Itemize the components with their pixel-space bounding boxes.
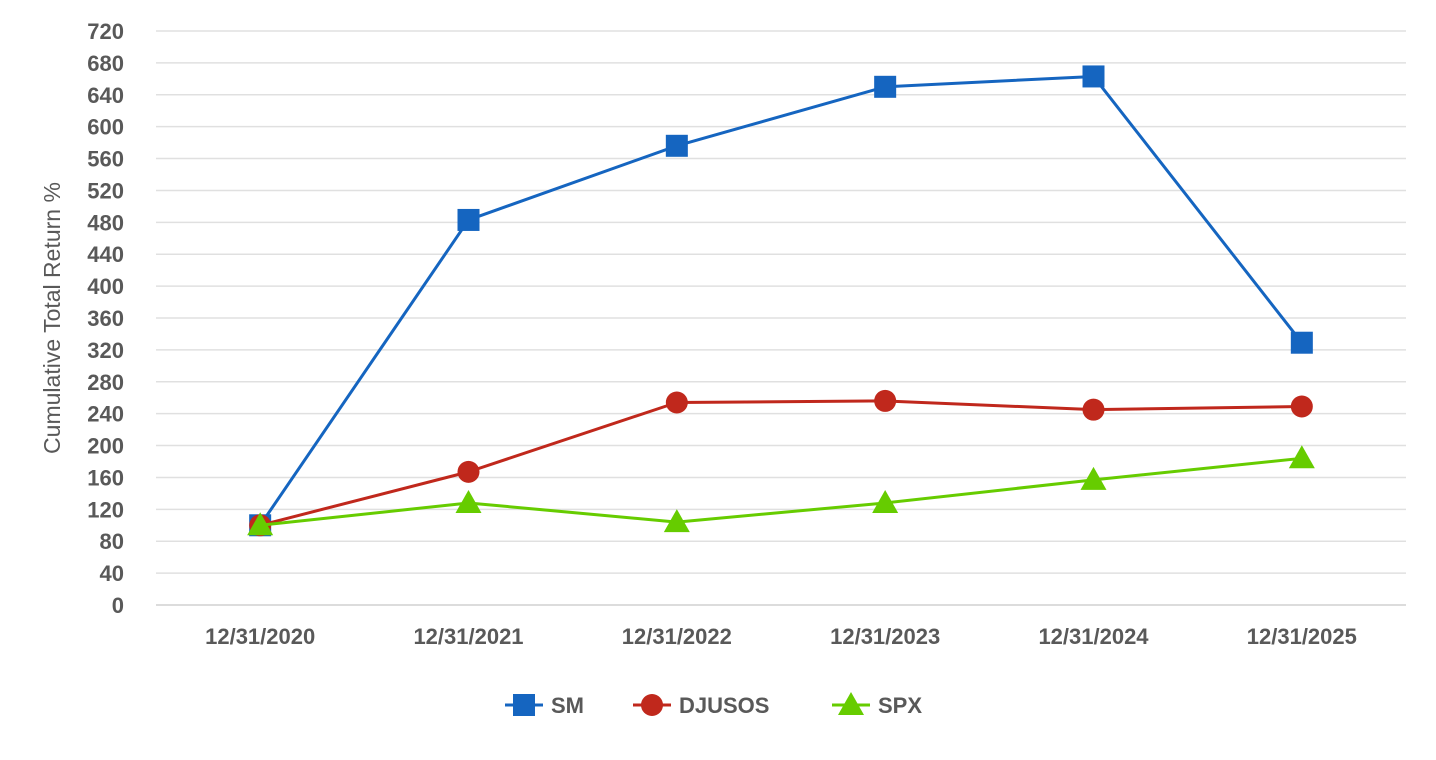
- y-tick-label: 200: [87, 434, 124, 459]
- data-point-spx: [1080, 466, 1107, 490]
- data-point-sm: [1082, 65, 1105, 88]
- y-tick-label: 400: [87, 274, 124, 299]
- series-sm: [249, 65, 1313, 537]
- legend-item-djusos: DJUSOS: [633, 693, 769, 718]
- y-tick-label: 240: [87, 402, 124, 427]
- legend-item-sm: SM: [505, 693, 584, 718]
- y-tick-label: 160: [87, 465, 124, 490]
- y-tick-label: 720: [87, 19, 124, 44]
- data-point-djusos: [1082, 398, 1105, 421]
- y-tick-label: 320: [87, 338, 124, 363]
- y-tick-label: 480: [87, 210, 124, 235]
- y-tick-label: 360: [87, 306, 124, 331]
- series-line-sm: [258, 74, 1304, 527]
- data-point-spx: [455, 489, 482, 513]
- data-point-sm: [874, 75, 897, 98]
- x-tick-label: 12/31/2024: [1038, 624, 1149, 649]
- gridlines: [156, 30, 1406, 606]
- y-tick-label: 0: [112, 593, 124, 618]
- y-tick-label: 600: [87, 115, 124, 140]
- data-point-spx: [247, 512, 274, 536]
- series-lines: [247, 65, 1315, 537]
- y-tick-label: 80: [100, 529, 124, 554]
- series-djusos: [249, 389, 1313, 537]
- y-tick-label: 120: [87, 497, 124, 522]
- x-tick-label: 12/31/2021: [413, 624, 523, 649]
- legend-label-spx: SPX: [878, 693, 922, 718]
- legend-marker-sm: [513, 694, 535, 716]
- y-tick-label: 560: [87, 147, 124, 172]
- data-point-spx: [872, 489, 899, 513]
- legend-item-spx: SPX: [832, 692, 922, 718]
- x-axis-tick-labels: 12/31/2020 12/31/2021 12/31/2022 12/31/2023…: [205, 624, 1357, 649]
- x-tick-label: 12/31/2023: [830, 624, 940, 649]
- series-line-spx: [260, 456, 1302, 527]
- y-tick-label: 40: [100, 561, 124, 586]
- x-tick-label: 12/31/2020: [205, 624, 315, 649]
- data-point-djusos: [665, 391, 688, 414]
- y-tick-label: 440: [87, 242, 124, 267]
- data-point-djusos: [874, 389, 897, 412]
- data-point-sm: [1290, 331, 1313, 354]
- legend: SM DJUSOS SPX: [505, 692, 922, 718]
- data-point-sm: [665, 134, 688, 157]
- data-point-djusos: [457, 460, 480, 483]
- y-axis-tick-labels: 0 40 80 120 160 200 240 280 320 360 400 440 480 520 56…: [87, 19, 124, 618]
- x-tick-label: 12/31/2022: [622, 624, 732, 649]
- data-point-spx: [1288, 445, 1315, 469]
- legend-marker-djusos: [641, 694, 663, 716]
- legend-label-sm: SM: [551, 693, 584, 718]
- legend-label-djusos: DJUSOS: [679, 693, 769, 718]
- y-axis-title: Cumulative Total Return %: [39, 182, 65, 454]
- y-tick-label: 640: [87, 83, 124, 108]
- series-line-djusos: [259, 399, 1302, 527]
- y-tick-label: 520: [87, 178, 124, 203]
- data-point-djusos: [1290, 395, 1313, 418]
- y-tick-label: 280: [87, 370, 124, 395]
- x-tick-label: 12/31/2025: [1247, 624, 1357, 649]
- data-point-sm: [457, 208, 480, 231]
- data-point-spx: [663, 509, 690, 533]
- legend-marker-spx: [838, 692, 864, 715]
- series-spx: [247, 445, 1315, 536]
- y-tick-label: 680: [87, 51, 124, 76]
